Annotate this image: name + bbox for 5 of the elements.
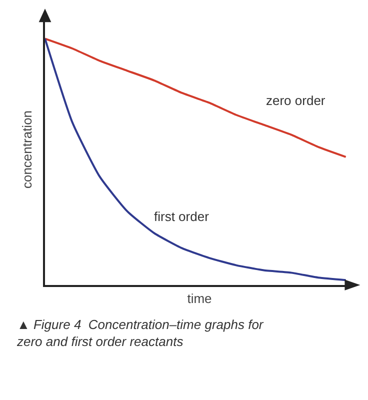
text: ▲ Figure 4 Concentration–time graphs for zero and first order reactants bbox=[16, 317, 264, 349]
x-axis-title: time bbox=[187, 290, 212, 306]
y-axis-title: concentration bbox=[20, 110, 35, 189]
series-label: first order bbox=[154, 209, 210, 224]
series-label: zero order bbox=[266, 93, 326, 108]
